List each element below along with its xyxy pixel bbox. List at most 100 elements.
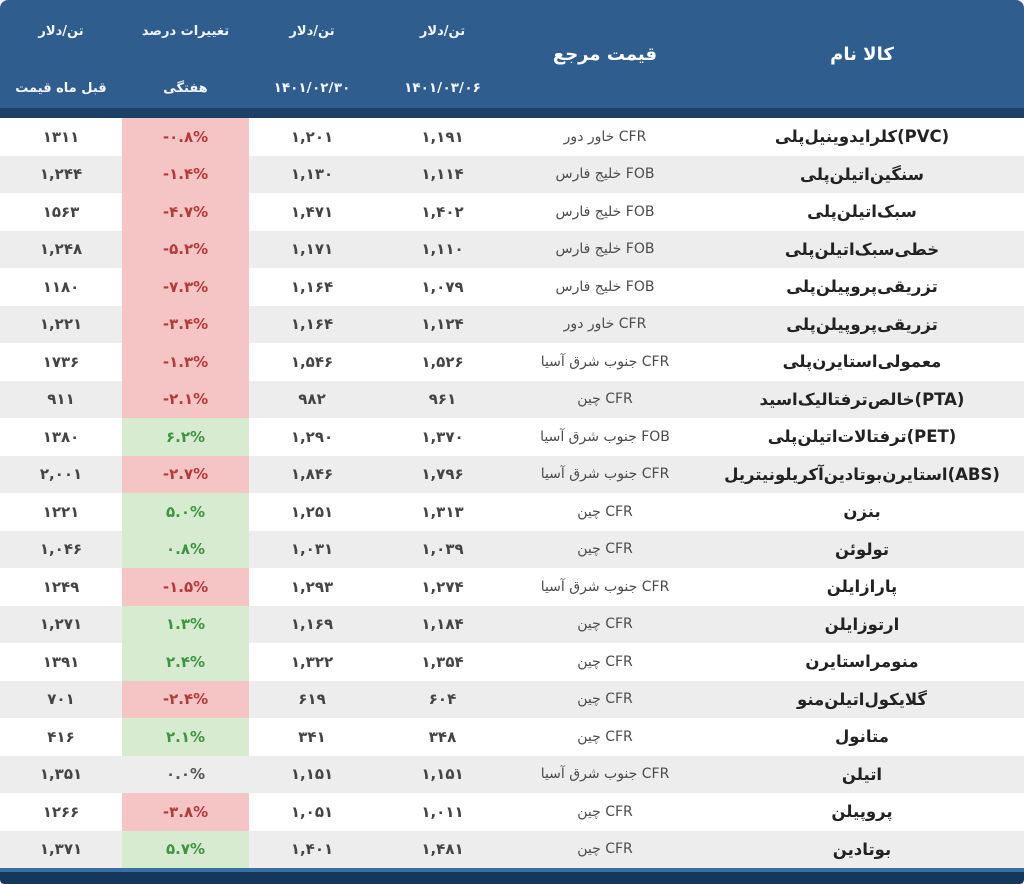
table-row: ۱,۲۲۱ -۳.۴% ۱,۱۶۴ ۱,۱۲۴ CFR خاور دور پلی… bbox=[0, 305, 1024, 343]
table-row: ۱,۲۴۸ -۵.۲% ۱,۱۷۱ ۱,۱۱۰ FOB خلیج فارس پل… bbox=[0, 230, 1024, 268]
price-prev-week-cell: ۱,۱۳۰ bbox=[290, 165, 334, 184]
column-header-prev-month: دلار/تن قیمت ماه قبل bbox=[0, 0, 122, 108]
price-current-cell: ۱,۱۲۴ bbox=[421, 315, 464, 334]
price-prev-week-cell: ۱,۱۶۴ bbox=[290, 277, 334, 296]
column-header-unit: دلار/تن bbox=[38, 24, 84, 39]
product-name-cell: آکریلونیتریل بوتادین استایرن (ABS) bbox=[724, 464, 1000, 484]
reference-cell: CFR چین bbox=[577, 653, 633, 670]
table-row: ۱,۲۴۴ -۱.۴% ۱,۱۳۰ ۱,۱۱۴ FOB خلیج فارس پل… bbox=[0, 155, 1024, 193]
price-prev-week-cell: ۳۴۱ bbox=[298, 727, 326, 746]
header-divider bbox=[0, 108, 1024, 118]
prev-month-price-cell: ۱,۳۵۱ bbox=[39, 765, 83, 784]
reference-cell: CFR جنوب شرق آسیا bbox=[540, 766, 670, 783]
price-current-cell: ۹۶۱ bbox=[428, 390, 457, 409]
weekly-change-cell: -۱.۳% bbox=[122, 343, 249, 381]
table-row: ۱۲۶۶ -۳.۸% ۱,۰۵۱ ۱,۰۱۱ CFR چین پروپیلن bbox=[0, 793, 1024, 831]
table-row: ۱۷۳۶ -۱.۳% ۱,۵۴۶ ۱,۵۲۶ CFR جنوب شرق آسیا… bbox=[0, 343, 1024, 381]
weekly-change-cell: -۲.۷% bbox=[122, 455, 249, 493]
price-prev-week-cell: ۱,۲۹۳ bbox=[290, 577, 334, 596]
column-header-reference: مرجع قیمت bbox=[510, 0, 700, 108]
weekly-change-cell: -۳.۴% bbox=[122, 305, 249, 343]
prev-month-price-cell: ۱,۳۷۱ bbox=[39, 840, 83, 859]
product-name-cell: تولوئن bbox=[834, 539, 890, 559]
footer-bar bbox=[0, 872, 1024, 884]
price-current-cell: ۱,۴۰۲ bbox=[421, 202, 464, 221]
prev-month-price-cell: ۱۲۴۹ bbox=[42, 577, 80, 596]
column-header-unit: دلار/تن bbox=[419, 24, 466, 39]
weekly-change-cell: ۵.۷% bbox=[122, 830, 249, 868]
price-current-cell: ۶۰۴ bbox=[428, 690, 457, 709]
price-prev-week-cell: ۱,۰۵۱ bbox=[290, 802, 334, 821]
weekly-change-cell: -۲.۱% bbox=[122, 380, 249, 418]
change-badge: ۶.۲% bbox=[165, 427, 206, 446]
change-badge: ۰.۰% bbox=[165, 765, 206, 784]
footer-accent-line bbox=[0, 868, 1024, 872]
change-badge: ۱.۳% bbox=[165, 615, 206, 634]
price-prev-week-cell: ۱,۲۰۱ bbox=[290, 127, 334, 146]
product-name-cell: پروپیلن bbox=[831, 802, 893, 822]
weekly-change-cell: -۱.۴% bbox=[122, 155, 249, 193]
reference-cell: CFR چین bbox=[577, 728, 633, 745]
change-badge: -۱.۴% bbox=[162, 165, 209, 184]
column-header-date: ۱۴۰۱/۰۳/۰۶ bbox=[404, 80, 481, 96]
product-name-cell: متانول bbox=[834, 727, 889, 747]
price-current-cell: ۱,۲۷۴ bbox=[421, 577, 464, 596]
reference-cell: CFR چین bbox=[577, 691, 633, 708]
weekly-change-cell: ۰.۸% bbox=[122, 530, 249, 568]
prev-month-price-cell: ۱۷۳۶ bbox=[42, 352, 80, 371]
change-badge: -۱.۳% bbox=[162, 352, 209, 371]
change-badge: ۵.۷% bbox=[165, 840, 206, 859]
prev-month-price-cell: ۱۱۸۰ bbox=[42, 277, 80, 296]
price-current-cell: ۱,۰۷۹ bbox=[421, 277, 464, 296]
prev-month-price-cell: ۱,۲۴۸ bbox=[39, 240, 83, 259]
reference-cell: FOB خلیج فارس bbox=[555, 203, 655, 220]
weekly-change-cell: -۲.۴% bbox=[122, 680, 249, 718]
product-name-cell: پارازایلن bbox=[826, 577, 898, 597]
product-name-cell: اسید ترفتالیک خالص (PTA) bbox=[759, 389, 965, 409]
product-name-cell: ارتوزایلن bbox=[824, 614, 900, 634]
product-name-cell: اتیلن bbox=[841, 764, 883, 784]
change-badge: ۲.۴% bbox=[165, 652, 206, 671]
price-current-cell: ۱,۴۸۱ bbox=[421, 840, 464, 859]
reference-cell: CFR جنوب شرق آسیا bbox=[540, 353, 670, 370]
reference-cell: CFR چین bbox=[577, 391, 633, 408]
column-header-label: قیمت ماه قبل bbox=[15, 81, 107, 96]
table-row: ۱,۳۷۱ ۵.۷% ۱,۴۰۱ ۱,۴۸۱ CFR چین بوتادین bbox=[0, 830, 1024, 868]
prev-month-price-cell: ۹۱۱ bbox=[47, 390, 75, 409]
weekly-change-cell: -۳.۸% bbox=[122, 793, 249, 831]
weekly-change-cell: -۷.۳% bbox=[122, 268, 249, 306]
table-row: ۱۳۱۱ -۰.۸% ۱,۲۰۱ ۱,۱۹۱ CFR خاور دور پلی … bbox=[0, 118, 1024, 156]
prev-month-price-cell: ۱,۲۲۱ bbox=[39, 315, 83, 334]
product-name-cell: بنزن bbox=[843, 502, 881, 522]
price-prev-week-cell: ۹۸۲ bbox=[298, 390, 326, 409]
price-prev-week-cell: ۱,۸۴۶ bbox=[290, 465, 334, 484]
reference-cell: CFR چین bbox=[577, 841, 633, 858]
change-badge: -۰.۸% bbox=[162, 127, 209, 146]
column-header-label: هفتگی bbox=[163, 81, 208, 96]
price-prev-week-cell: ۱,۱۶۹ bbox=[290, 615, 334, 634]
weekly-change-cell: ۲.۱% bbox=[122, 718, 249, 756]
price-prev-week-cell: ۶۱۹ bbox=[298, 690, 326, 709]
price-current-cell: ۱,۱۸۴ bbox=[421, 615, 464, 634]
reference-cell: FOB خلیج فارس bbox=[555, 278, 655, 295]
product-name-cell: استایرن منومر bbox=[805, 652, 919, 672]
change-badge: -۳.۴% bbox=[162, 315, 209, 334]
price-current-cell: ۱,۱۱۴ bbox=[421, 165, 464, 184]
prev-month-price-cell: ۱۲۶۶ bbox=[42, 802, 80, 821]
column-header-product: نام کالا bbox=[700, 0, 1024, 108]
product-name-cell: پلی اتیلن سنگین bbox=[800, 164, 924, 184]
price-prev-week-cell: ۱,۴۷۱ bbox=[290, 202, 334, 221]
price-current-cell: ۱,۷۹۶ bbox=[421, 465, 464, 484]
column-header-date: ۱۴۰۱/۰۲/۳۰ bbox=[273, 80, 351, 96]
change-badge: ۲.۱% bbox=[165, 727, 206, 746]
prev-month-price-cell: ۱۲۲۱ bbox=[42, 502, 80, 521]
price-current-cell: ۳۴۸ bbox=[428, 727, 457, 746]
product-name-cell: پلی اتیلن سبک خطی bbox=[784, 239, 940, 259]
weekly-change-cell: -۱.۵% bbox=[122, 568, 249, 606]
product-name-cell: پلی اتیلن ترفتالات (PET) bbox=[767, 427, 957, 447]
weekly-change-cell: ۵.۰% bbox=[122, 493, 249, 531]
change-badge: -۲.۴% bbox=[162, 690, 209, 709]
change-badge: -۵.۲% bbox=[162, 240, 209, 259]
price-prev-week-cell: ۱,۴۰۱ bbox=[290, 840, 334, 859]
product-name-cell: پلی پروپیلن تزریقی bbox=[786, 314, 938, 334]
